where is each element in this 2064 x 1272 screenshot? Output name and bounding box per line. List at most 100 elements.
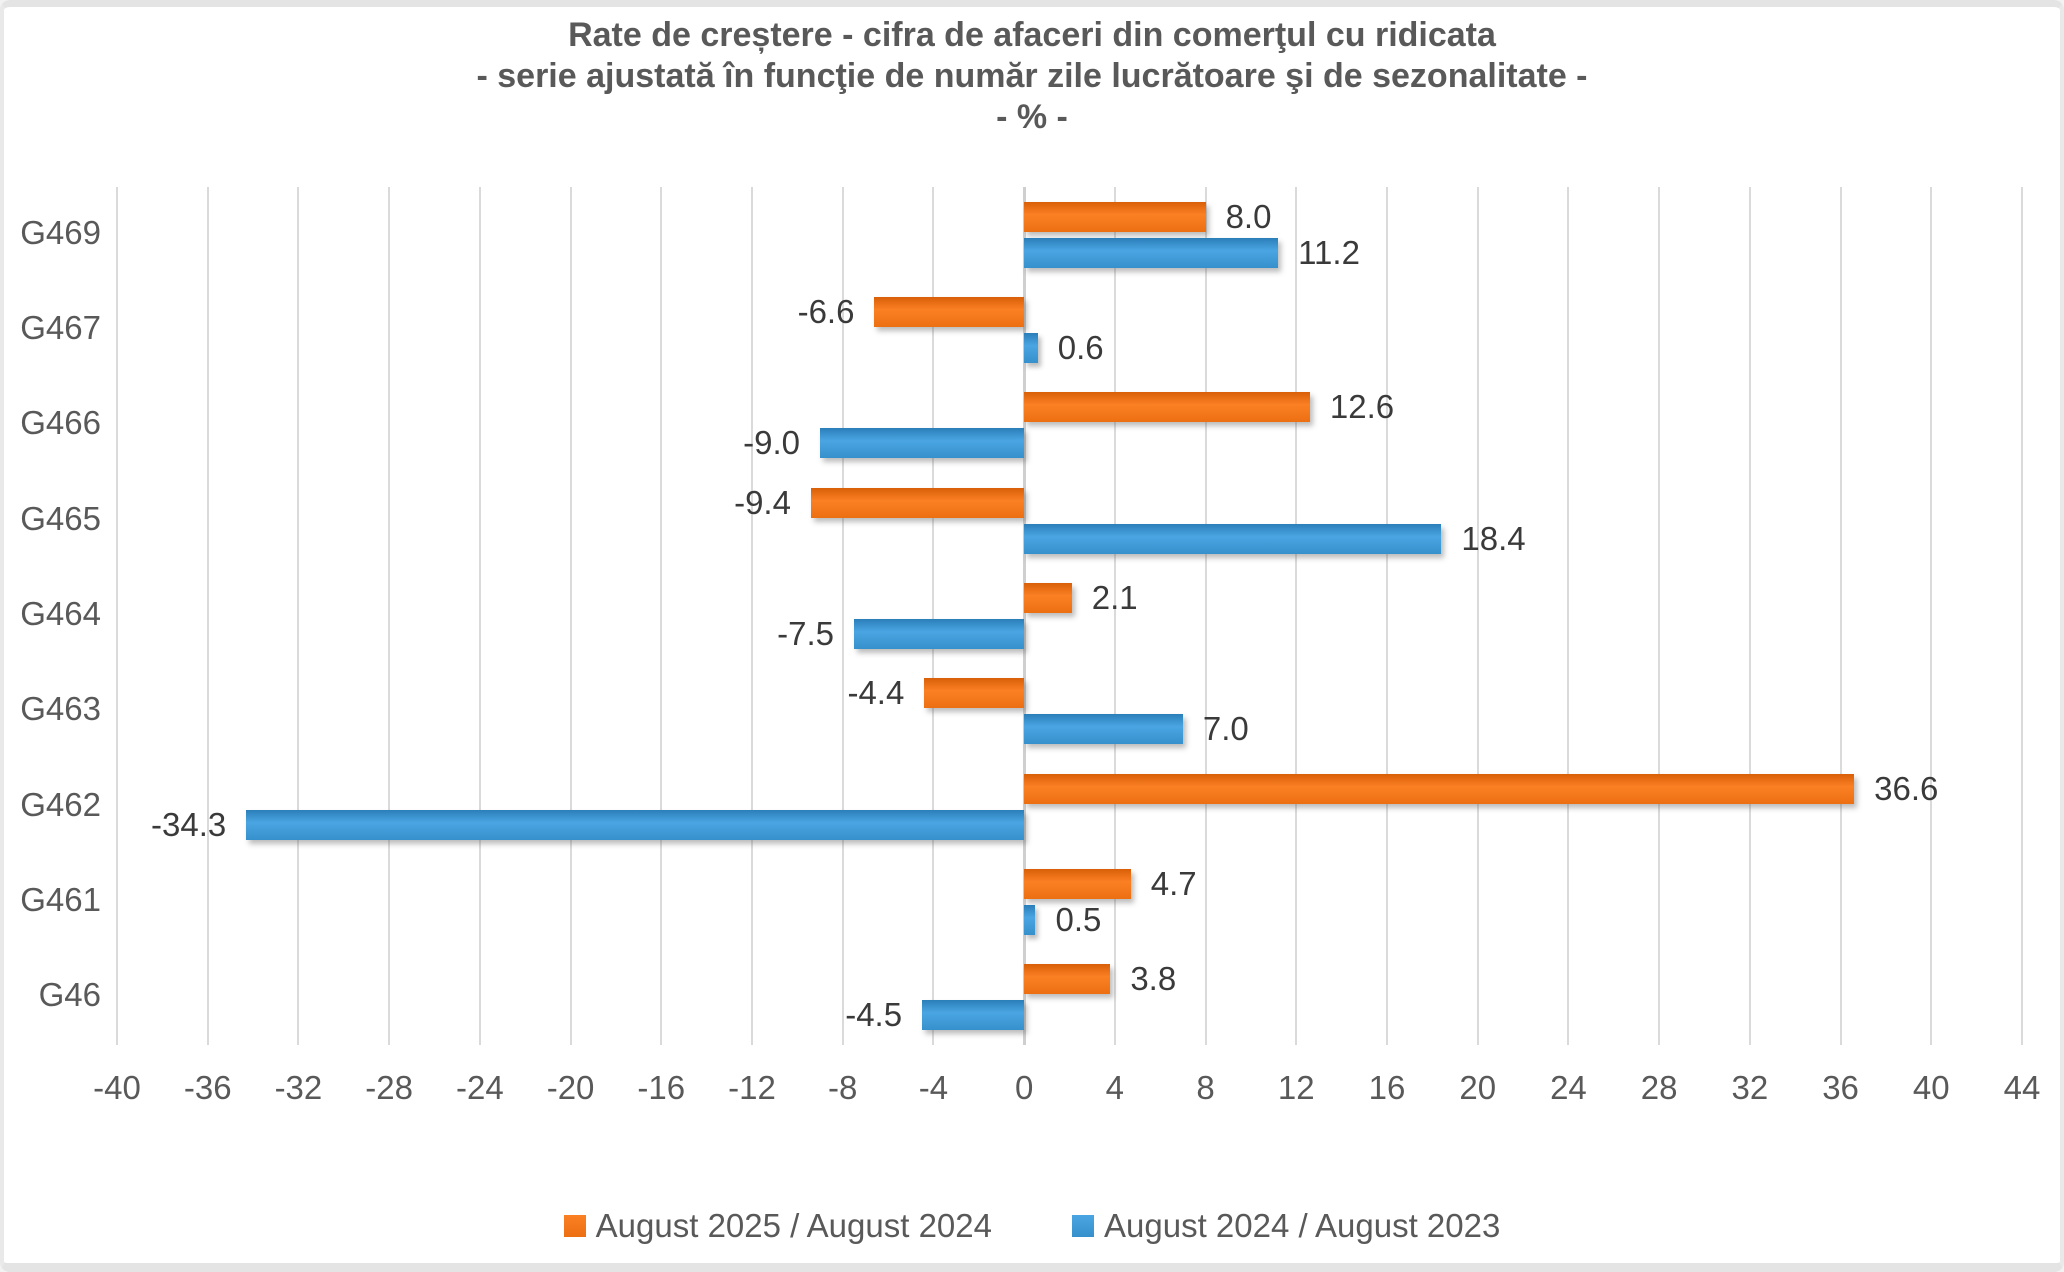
value-label-G462-series-1: 36.6 (1874, 769, 1939, 807)
x-axis-tick-label: 32 (1731, 1069, 1769, 1106)
value-label-G46-series-1: 3.8 (1130, 960, 1177, 998)
legend-swatch-orange (563, 1215, 586, 1237)
bar-G462-series-2 (246, 809, 1025, 840)
category-label: G469 (20, 213, 101, 251)
bar-G464-series-1 (1024, 583, 1072, 613)
value-label-G465-series-1: -9.4 (734, 483, 791, 521)
x-axis-tick-label: -4 (918, 1069, 949, 1106)
category-label: G462 (20, 785, 101, 823)
gridline (1658, 187, 1661, 1045)
gridline (1748, 187, 1751, 1045)
legend-item-series-2: August 2024 / August 2023 (1072, 1207, 1500, 1245)
gridline (751, 187, 753, 1045)
bar-G469-series-1 (1024, 201, 1206, 232)
x-axis-tick-label: 8 (1196, 1069, 1215, 1106)
zero-axis-line (1023, 187, 1027, 1045)
chart-title: Rate de creștere - cifra de afaceri din … (568, 16, 1496, 54)
x-axis-tick-label: -32 (274, 1069, 323, 1106)
x-axis-tick-label: 40 (1912, 1069, 1950, 1106)
category-label: G464 (20, 595, 101, 632)
legend-label-series-1: August 2025 / August 2024 (595, 1207, 992, 1244)
value-label-G464-series-2: -7.5 (777, 615, 835, 652)
value-label-G465-series-2: 18.4 (1461, 519, 1526, 557)
chart-legend: August 2025 / August 2024 August 2024 / … (4, 1203, 2060, 1249)
category-label: G46 (38, 976, 101, 1014)
x-axis-tick-label: 28 (1640, 1069, 1678, 1106)
x-axis-tick-label: 12 (1277, 1069, 1315, 1106)
x-axis-tick-label: -40 (93, 1069, 141, 1106)
bar-G467-series-2 (1024, 333, 1038, 363)
bar-G46-series-1 (1024, 964, 1111, 995)
bar-G467-series-1 (874, 297, 1025, 327)
value-label-G469-series-2: 11.2 (1298, 233, 1360, 271)
chart-subtitle: - serie ajustată în funcţie de număr zil… (476, 56, 1588, 95)
gridline (388, 187, 391, 1045)
bar-G461-series-1 (1024, 869, 1131, 899)
value-label-G469-series-1: 8.0 (1225, 197, 1272, 235)
bar-G465-series-2 (1024, 523, 1442, 554)
x-axis-tick-label: -28 (365, 1069, 413, 1106)
legend-swatch-blue (1072, 1215, 1094, 1237)
gridline (206, 187, 209, 1045)
gridline (569, 187, 572, 1045)
legend-label-series-2: August 2024 / August 2023 (1104, 1207, 1501, 1244)
gridline (1567, 187, 1570, 1045)
gridline (1295, 187, 1298, 1045)
bar-G462-series-1 (1024, 773, 1855, 804)
category-label: G463 (20, 690, 101, 728)
gridline (2021, 187, 2023, 1045)
category-label: G461 (20, 881, 101, 918)
bar-G463-series-1 (924, 678, 1025, 709)
legend-item-series-1: August 2025 / August 2024 (563, 1207, 992, 1245)
value-label-G463-series-1: -4.4 (847, 674, 905, 712)
bar-G464-series-2 (854, 619, 1025, 649)
category-label: G466 (20, 404, 101, 442)
x-axis-tick-label: -8 (828, 1069, 858, 1106)
x-axis-tick-label: 24 (1550, 1069, 1587, 1106)
x-axis-tick-label: 36 (1822, 1069, 1859, 1106)
bar-G46-series-2 (922, 1000, 1025, 1031)
value-label-G464-series-1: 2.1 (1091, 579, 1138, 616)
gridline (1113, 187, 1116, 1045)
bar-G461-series-2 (1024, 905, 1036, 935)
bar-G465-series-1 (810, 487, 1025, 518)
x-axis-tick-label: -36 (183, 1069, 232, 1106)
chart-title-block: Rate de creștere - cifra de afaceri din … (4, 15, 2060, 137)
x-axis-tick-label: 4 (1105, 1069, 1125, 1106)
bar-G466-series-1 (1024, 392, 1310, 423)
chart-unit-line: - % - (996, 97, 1068, 136)
value-label-G462-series-2: -34.3 (151, 805, 227, 843)
bar-G463-series-2 (1024, 714, 1183, 745)
bar-G469-series-2 (1024, 237, 1279, 268)
gridline (660, 187, 663, 1045)
gridline (1476, 187, 1479, 1045)
value-label-G467-series-2: 0.6 (1057, 329, 1104, 366)
gridline (1386, 187, 1388, 1045)
gridline (841, 187, 844, 1045)
gridline (478, 187, 481, 1045)
x-axis-tick-label: 20 (1459, 1069, 1497, 1106)
bar-G466-series-2 (820, 428, 1025, 459)
gridline (1930, 187, 1933, 1045)
category-label: G467 (20, 309, 101, 346)
x-axis-tick-label: -24 (455, 1069, 504, 1106)
gridline (1839, 187, 1842, 1045)
value-label-G461-series-1: 4.7 (1150, 865, 1197, 902)
gridline (1204, 187, 1207, 1045)
x-axis-tick-label: 0 (1014, 1069, 1034, 1106)
x-axis-tick-label: 16 (1368, 1069, 1406, 1106)
value-label-G466-series-2: -9.0 (743, 424, 801, 462)
category-label: G465 (20, 499, 101, 537)
gridline (116, 187, 118, 1045)
value-label-G467-series-1: -6.6 (797, 293, 855, 330)
x-axis-tick-label: 44 (2003, 1069, 2041, 1106)
x-axis-tick-label: -16 (637, 1069, 686, 1106)
x-axis-tick-label: -20 (546, 1069, 595, 1106)
value-label-G461-series-2: 0.5 (1055, 901, 1102, 938)
gridline (297, 187, 300, 1045)
value-label-G466-series-1: 12.6 (1329, 388, 1395, 426)
value-label-G46-series-2: -4.5 (845, 996, 903, 1034)
gridline (932, 187, 935, 1045)
x-axis-tick-label: -12 (728, 1069, 776, 1106)
value-label-G463-series-2: 7.0 (1202, 710, 1249, 748)
